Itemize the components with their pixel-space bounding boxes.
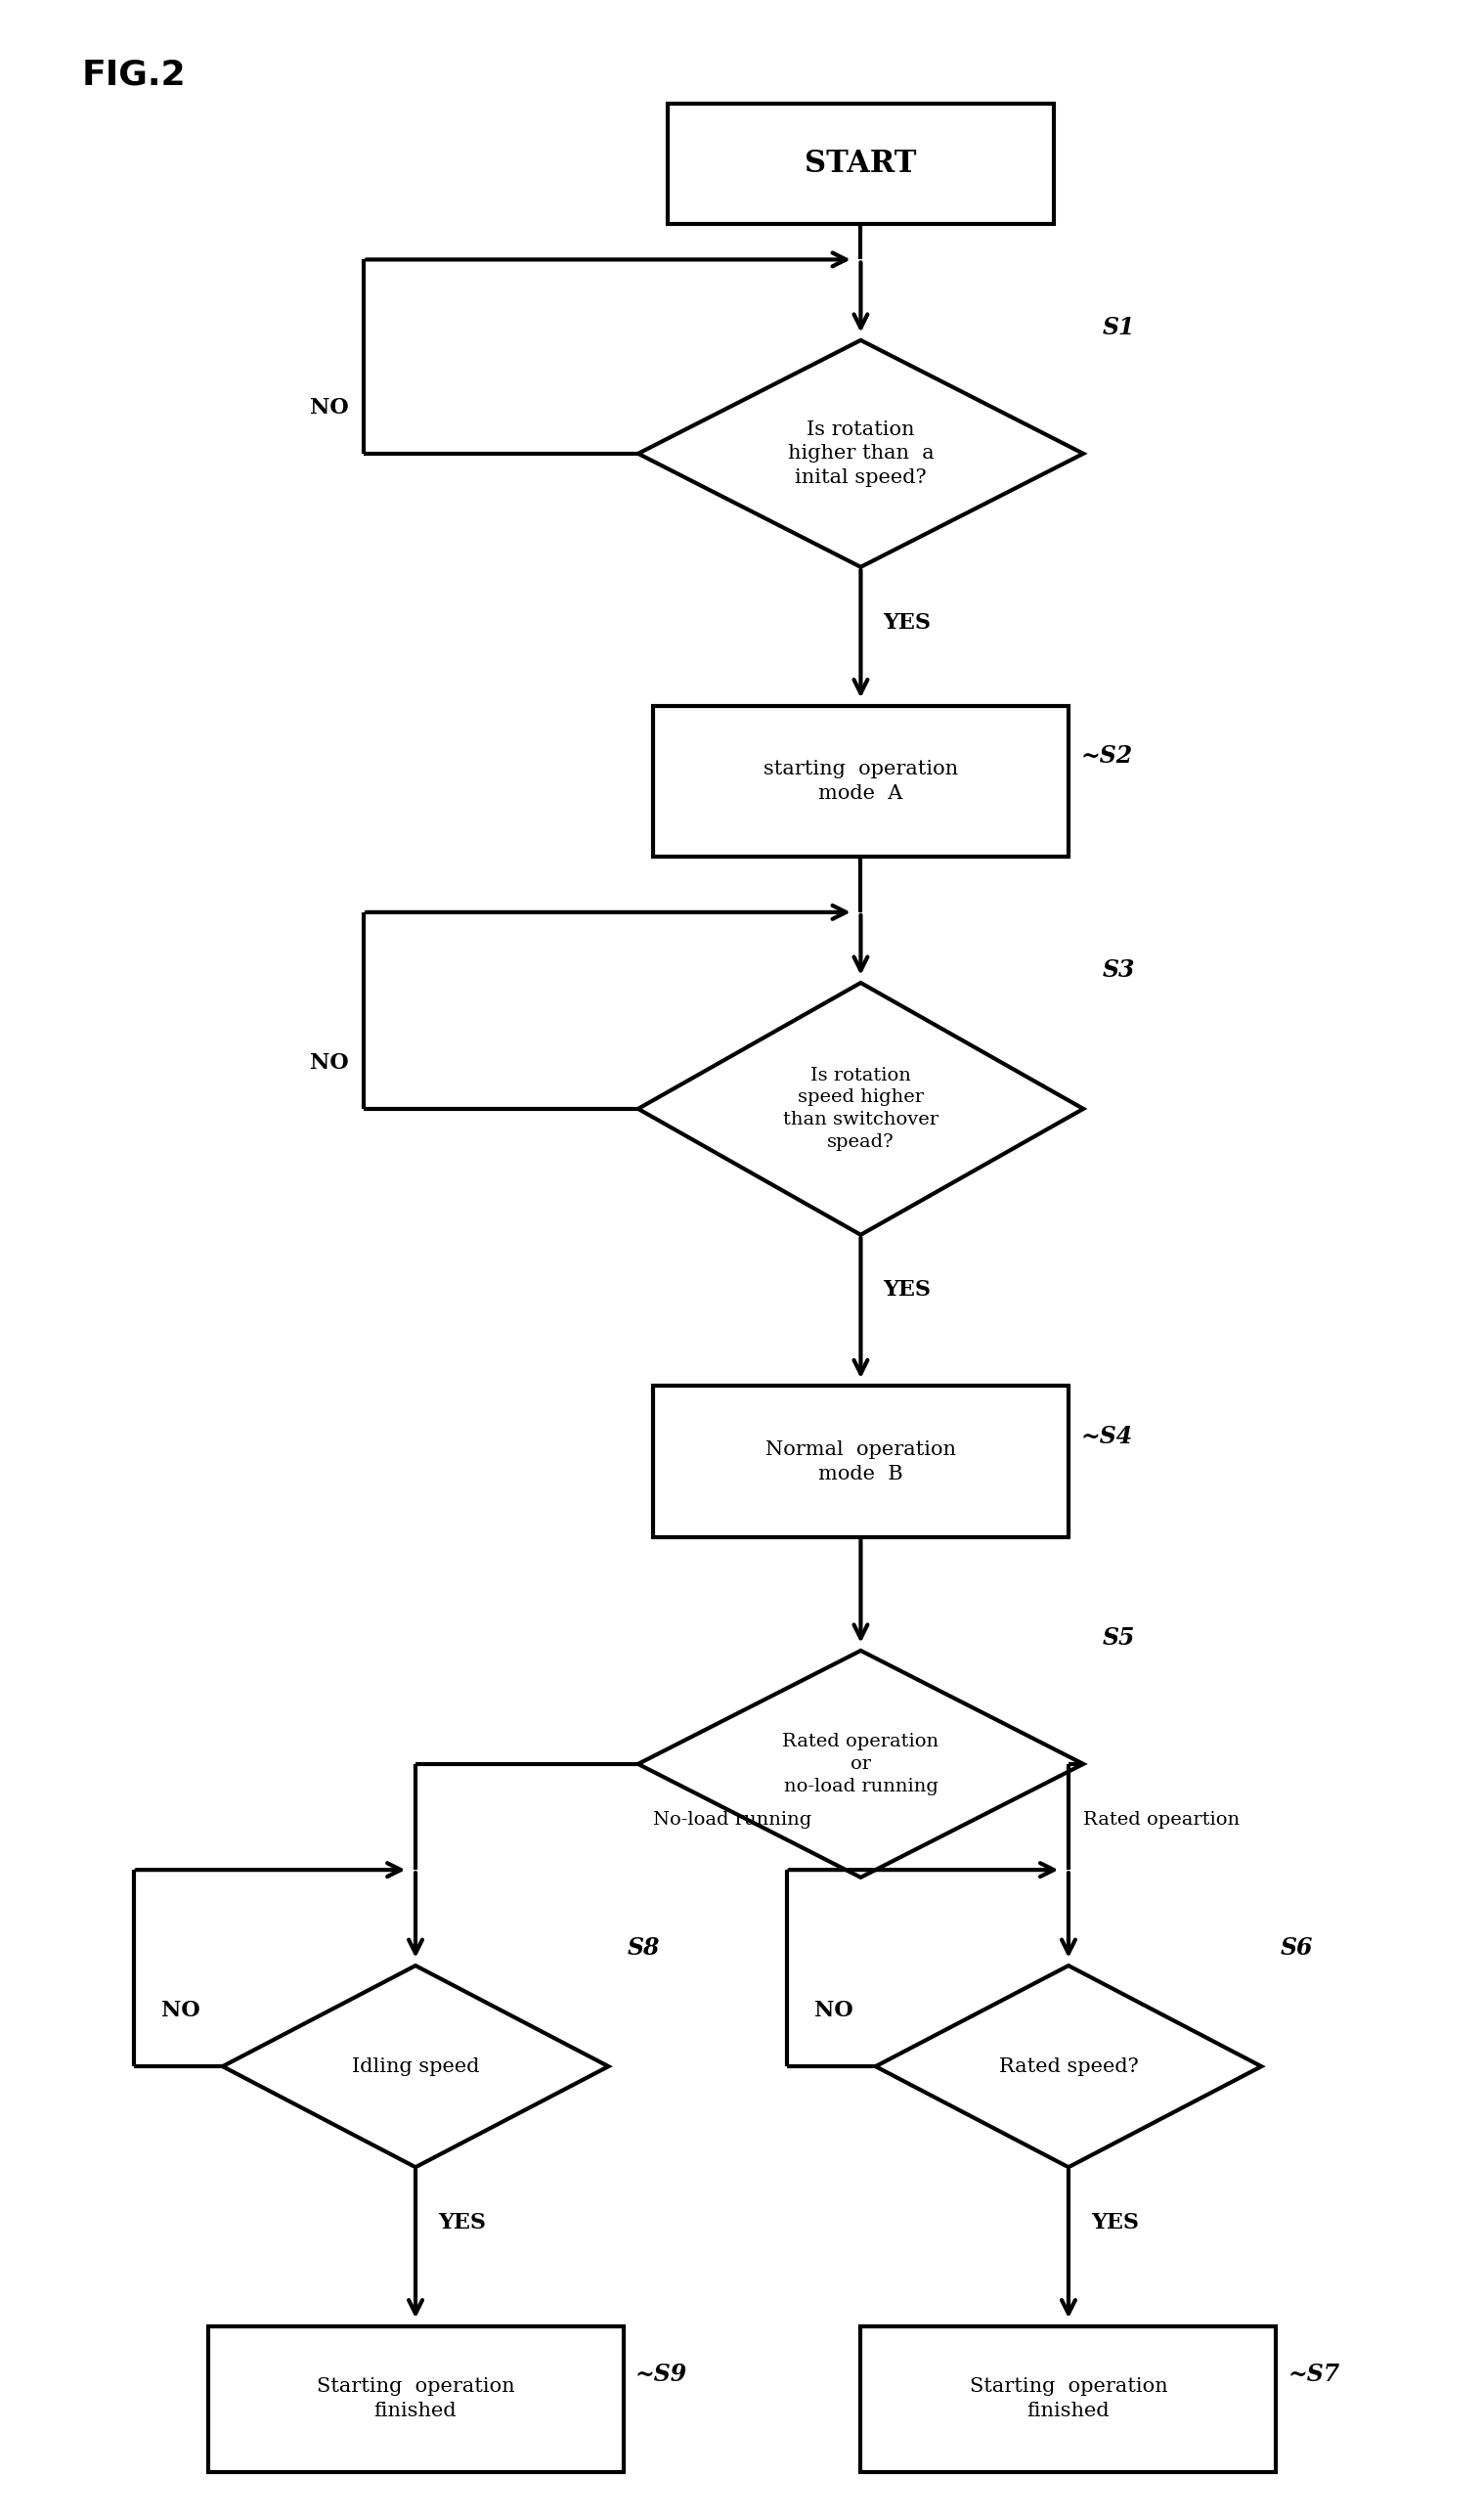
Polygon shape <box>638 1651 1083 1877</box>
Text: NO: NO <box>162 2001 200 2021</box>
Polygon shape <box>638 983 1083 1235</box>
Text: S3: S3 <box>1103 958 1135 983</box>
Bar <box>653 706 1068 857</box>
Polygon shape <box>638 340 1083 567</box>
Text: Is rotation
higher than  a
inital speed?: Is rotation higher than a inital speed? <box>788 421 933 486</box>
Text: START: START <box>804 149 917 179</box>
Polygon shape <box>876 1966 1261 2167</box>
Text: Rated operation
or
no-load running: Rated operation or no-load running <box>782 1734 939 1794</box>
Bar <box>653 1386 1068 1537</box>
Bar <box>208 2326 623 2472</box>
Text: Is rotation
speed higher
than switchover
spead?: Is rotation speed higher than switchover… <box>784 1066 938 1152</box>
Text: YES: YES <box>883 1280 930 1300</box>
Text: starting  operation
mode  A: starting operation mode A <box>763 759 959 804</box>
Text: FIG.2: FIG.2 <box>82 58 186 91</box>
Text: NO: NO <box>815 2001 853 2021</box>
Bar <box>861 2326 1276 2472</box>
Text: S1: S1 <box>1103 315 1135 340</box>
Text: S6: S6 <box>1281 1935 1313 1961</box>
Text: YES: YES <box>1091 2213 1138 2233</box>
Text: No-load running: No-load running <box>653 1812 812 1827</box>
Text: Rated speed?: Rated speed? <box>999 2056 1138 2076</box>
Text: S8: S8 <box>628 1935 660 1961</box>
Text: Normal  operation
mode  B: Normal operation mode B <box>766 1439 956 1484</box>
Text: NO: NO <box>310 398 349 418</box>
Text: ~S2: ~S2 <box>1080 743 1132 769</box>
Text: YES: YES <box>883 612 930 633</box>
Text: YES: YES <box>438 2213 485 2233</box>
Text: ~S4: ~S4 <box>1080 1424 1132 1449</box>
Text: Rated opeartion: Rated opeartion <box>1083 1812 1239 1827</box>
Polygon shape <box>223 1966 608 2167</box>
Text: Starting  operation
finished: Starting operation finished <box>969 2376 1168 2422</box>
Text: Idling speed: Idling speed <box>352 2056 479 2076</box>
Text: ~S7: ~S7 <box>1288 2361 1340 2386</box>
Text: NO: NO <box>310 1053 349 1074</box>
Text: Starting  operation
finished: Starting operation finished <box>316 2376 515 2422</box>
Text: ~S9: ~S9 <box>635 2361 687 2386</box>
Text: S5: S5 <box>1103 1625 1135 1651</box>
Bar <box>668 103 1054 224</box>
